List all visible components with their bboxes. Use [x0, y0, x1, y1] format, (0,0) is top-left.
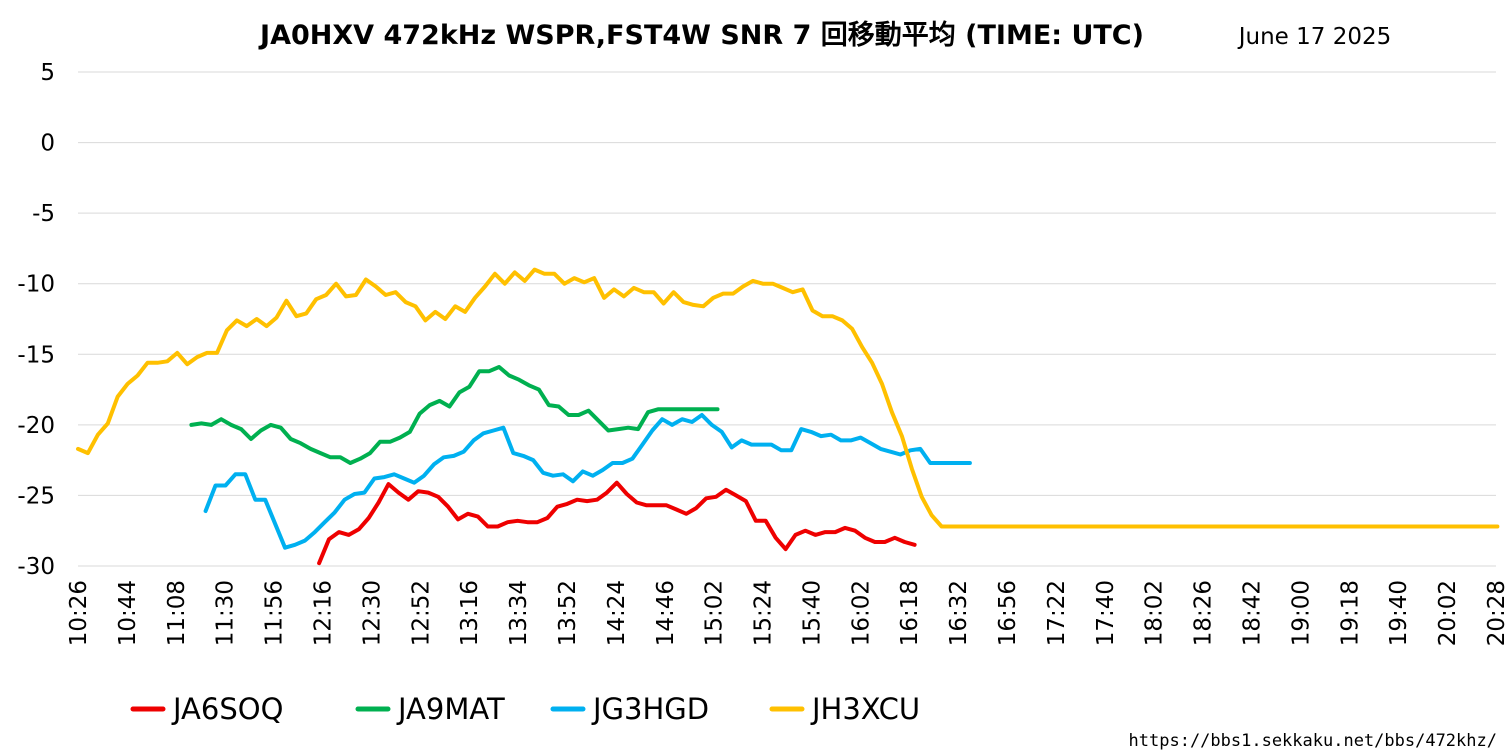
legend-label-ja6soq: JA6SOQ: [171, 692, 283, 726]
y-tick-label: 5: [40, 60, 55, 86]
x-tick-label: 13:52: [555, 580, 581, 646]
chart-date: June 17 2025: [1237, 24, 1392, 50]
series-line-ja9mat: [189, 365, 720, 465]
x-tick-label: 20:28: [1484, 580, 1510, 646]
y-tick-label: 0: [40, 131, 55, 157]
y-tick-label: -10: [17, 272, 55, 298]
x-tick-label: 18:26: [1191, 580, 1217, 646]
x-tick-label: 15:24: [751, 580, 777, 646]
x-tick-label: 15:02: [702, 580, 728, 646]
chart-title: JA0HXV 472kHz WSPR,FST4W SNR 7 回移動平均 (TI…: [258, 20, 1144, 51]
x-tick-label: 15:40: [799, 580, 825, 646]
y-tick-label: -30: [17, 554, 55, 580]
x-tick-label: 14:24: [604, 580, 630, 646]
x-tick-label: 20:02: [1435, 580, 1461, 646]
series-line-jg3hgd: [203, 413, 972, 550]
x-tick-label: 16:02: [848, 580, 874, 646]
x-tick-label: 16:18: [897, 580, 923, 646]
source-url: https://bbs1.sekkaku.net/bbs/472khz/: [1129, 731, 1497, 751]
x-tick-label: 11:30: [213, 580, 239, 646]
legend: JA6SOQ JA9MAT JG3HGD JH3XCU: [130, 692, 920, 726]
y-tick-label: -5: [32, 201, 55, 227]
x-tick-label: 16:32: [946, 580, 972, 646]
x-tick-label: 13:16: [457, 580, 483, 646]
series-line-jh3xcu: [76, 267, 1500, 529]
series-line-ja6soq: [317, 480, 917, 566]
y-tick-label: -20: [17, 413, 55, 439]
x-tick-label: 18:02: [1142, 580, 1168, 646]
y-tick-label: -25: [17, 483, 55, 509]
x-tick-label: 19:40: [1386, 580, 1412, 646]
y-tick-label: -15: [17, 342, 55, 368]
x-tick-label: 14:46: [653, 580, 679, 646]
x-tick-label: 10:44: [115, 580, 141, 646]
x-tick-label: 19:18: [1337, 580, 1363, 646]
x-tick-label: 12:30: [359, 580, 385, 646]
series-lines: [76, 267, 1500, 566]
legend-label-jh3xcu: JH3XCU: [810, 692, 920, 726]
x-tick-label: 12:52: [408, 580, 434, 646]
x-tick-label: 10:26: [66, 580, 92, 646]
x-tick-label: 17:40: [1093, 580, 1119, 646]
x-tick-label: 13:34: [506, 580, 532, 646]
grid: [78, 71, 1496, 567]
y-axis-ticks: 5 0 -5 -10 -15 -20 -25 -30: [17, 60, 55, 580]
x-axis-ticks: 10:26 10:44 11:08 11:30 11:56 12:16 12:30 12:52…: [66, 580, 1510, 646]
x-tick-label: 11:56: [262, 580, 288, 646]
x-tick-label: 17:22: [1044, 580, 1070, 646]
x-tick-label: 19:00: [1288, 580, 1314, 646]
x-tick-label: 11:08: [164, 580, 190, 646]
legend-label-jg3hgd: JG3HGD: [591, 692, 709, 726]
x-tick-label: 16:56: [995, 580, 1021, 646]
x-tick-label: 12:16: [310, 580, 336, 646]
legend-label-ja9mat: JA9MAT: [396, 692, 505, 726]
x-tick-label: 18:42: [1240, 580, 1266, 646]
